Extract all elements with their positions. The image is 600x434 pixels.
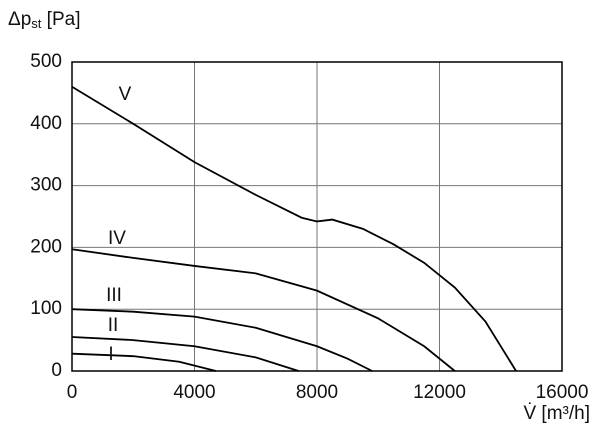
y-tick-label: 500 <box>30 51 62 72</box>
curve <box>71 85 517 372</box>
y-tick-label: 100 <box>30 298 62 319</box>
curve-label: III <box>106 285 122 306</box>
curve-label: IV <box>108 228 126 249</box>
curve <box>71 352 217 372</box>
x-axis-label: V̇ [m³/h] <box>523 403 590 424</box>
x-tick-label: 0 <box>67 382 78 403</box>
x-tick-label: 8000 <box>296 382 338 403</box>
y-tick-label: 200 <box>30 236 62 257</box>
curve <box>71 248 456 372</box>
y-label-main: Δp <box>8 9 31 30</box>
plot-frame <box>71 61 563 372</box>
y-axis-label: Δpst [Pa] <box>8 9 80 31</box>
y-tick-label: 400 <box>30 113 62 134</box>
y-tick-label: 0 <box>51 360 62 381</box>
y-label-subscript: st <box>31 16 42 31</box>
curve-label: I <box>108 344 113 365</box>
x-tick-label: 4000 <box>173 382 215 403</box>
y-tick-label: 300 <box>30 175 62 196</box>
curve-label: V <box>119 84 132 105</box>
curve <box>71 336 299 372</box>
x-tick-label: 12000 <box>413 382 466 403</box>
x-tick-label: 16000 <box>536 382 589 403</box>
curve-label: II <box>108 315 119 336</box>
curve <box>71 308 373 372</box>
y-label-unit: [Pa] <box>41 9 80 30</box>
